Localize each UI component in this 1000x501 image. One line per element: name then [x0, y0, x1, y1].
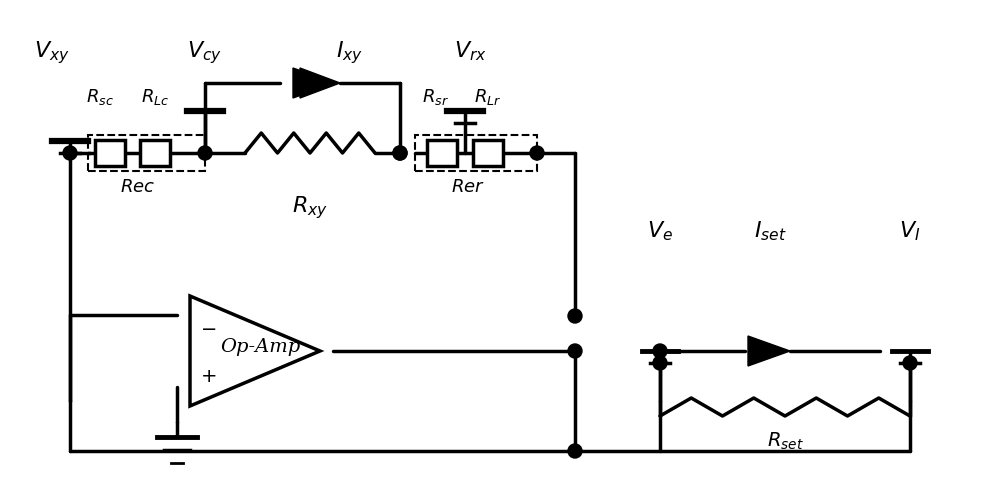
Polygon shape — [190, 297, 320, 406]
Text: $V_{xy}$: $V_{xy}$ — [34, 39, 70, 66]
Text: $R_{Lr}$: $R_{Lr}$ — [474, 87, 502, 107]
Bar — [95, 141, 125, 167]
Text: $R_{Lc}$: $R_{Lc}$ — [141, 87, 169, 107]
Text: $I_{set}$: $I_{set}$ — [754, 218, 786, 242]
Circle shape — [653, 356, 667, 370]
Polygon shape — [748, 336, 790, 366]
Text: $-$: $-$ — [200, 317, 216, 336]
Circle shape — [903, 356, 917, 370]
Text: $R_{xy}$: $R_{xy}$ — [292, 193, 328, 220]
Text: $I_{xy}$: $I_{xy}$ — [336, 39, 364, 66]
Circle shape — [63, 147, 77, 161]
Polygon shape — [293, 69, 335, 99]
Circle shape — [653, 344, 667, 358]
Bar — [473, 141, 503, 167]
Text: $V_I$: $V_I$ — [899, 218, 921, 242]
Bar — [427, 141, 457, 167]
Circle shape — [393, 147, 407, 161]
Text: $Rer$: $Rer$ — [451, 178, 485, 195]
Text: $R_{sr}$: $R_{sr}$ — [422, 87, 448, 107]
Bar — [88, 136, 205, 172]
Circle shape — [568, 310, 582, 323]
Text: $R_{set}$: $R_{set}$ — [767, 430, 803, 451]
Circle shape — [198, 147, 212, 161]
Bar — [415, 136, 537, 172]
Text: $V_{cy}$: $V_{cy}$ — [187, 39, 223, 66]
Circle shape — [568, 444, 582, 458]
Bar — [140, 141, 170, 167]
Circle shape — [530, 147, 544, 161]
Text: $Rec$: $Rec$ — [120, 178, 156, 195]
Text: $V_e$: $V_e$ — [647, 218, 673, 242]
Text: $V_{rx}$: $V_{rx}$ — [454, 39, 486, 63]
Text: Op-Amp: Op-Amp — [220, 337, 300, 355]
Text: $+$: $+$ — [200, 367, 216, 385]
Circle shape — [568, 344, 582, 358]
Circle shape — [393, 147, 407, 161]
Polygon shape — [300, 69, 340, 99]
Text: $R_{sc}$: $R_{sc}$ — [86, 87, 114, 107]
